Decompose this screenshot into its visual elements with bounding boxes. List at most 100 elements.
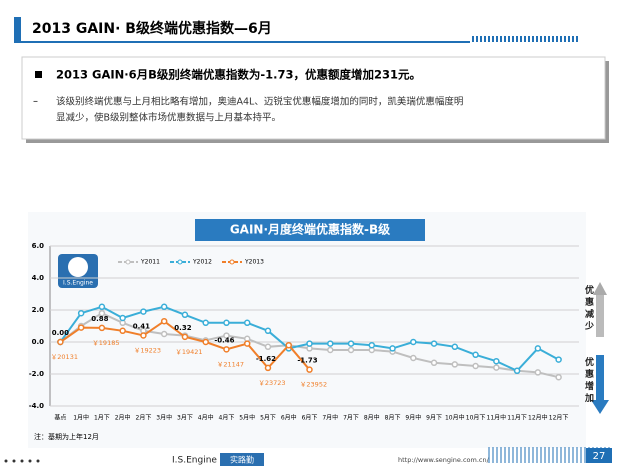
price-label: ￥20131 [51,353,78,361]
point [534,369,542,376]
header-title: 2013 GAIN· B级终端优惠指数—6月 [32,20,272,37]
x-tick-label: 12月下 [549,415,569,422]
summary-box [21,56,606,140]
point [223,346,230,353]
data-label: 0.41 [133,322,150,330]
point [327,340,334,347]
y-tick-label: 6.0 [32,242,45,250]
point [555,373,562,381]
point [57,338,64,346]
point [160,303,168,311]
price-label: ￥19421 [175,348,202,356]
vertical-label: 优惠减少 [584,284,594,332]
price-label: ￥23952 [300,381,327,389]
footer-badge [220,453,264,466]
point [223,332,230,339]
vertical-char: 减 [585,308,594,320]
point [306,366,313,373]
vertical-char: 优 [585,284,594,296]
x-tick-label: 8月中 [364,414,380,422]
point [98,303,106,311]
point [534,345,542,352]
vertical-char: 惠 [585,368,594,380]
legend-label: Y2011 [140,259,160,266]
vertical-char: 加 [584,392,594,404]
legend-marker [229,259,235,265]
point [472,351,479,359]
page-badge [586,448,612,463]
footer-url: http://www.sengine.com.cn/ [398,456,490,464]
summary-detail: 该级别终端优惠与上月相比略有增加，奥迪A4L、迈锐宝优惠幅度增加的同时，凯美瑞优… [56,96,463,108]
page-number: 27 [593,451,606,462]
point [306,340,313,347]
point [493,364,500,371]
point [451,361,459,368]
x-tick-label: 6月下 [302,415,318,422]
point [430,340,438,347]
point [140,308,147,315]
x-tick-label: 4月中 [198,414,214,422]
chart-banner [195,219,425,241]
price-label: ￥19223 [134,346,161,354]
data-label: 0.00 [52,329,69,337]
x-tick-label: 12月中 [528,414,548,422]
point [264,343,272,351]
point [493,357,500,365]
x-tick-label: 7月中 [322,414,338,422]
x-tick-label: 5月下 [260,415,276,422]
point [410,338,417,346]
x-tick-label: 8月下 [385,415,401,422]
logo-globe [68,257,88,277]
x-tick-label: 9月下 [426,415,442,422]
x-tick-label: 11月中 [487,414,507,422]
point [119,314,126,322]
x-tick-label: 10月下 [466,415,486,422]
point [77,309,85,317]
legend-label: Y2013 [244,259,264,266]
x-tick-label: 9月中 [405,414,421,422]
point [430,359,438,367]
point [389,345,396,352]
footer-brand-cn: 实路勤 [230,455,254,465]
up-arrow-head [593,282,607,295]
point [451,343,459,351]
y-tick-label: -4.0 [29,402,44,410]
point [243,340,251,347]
x-tick-label: 10月中 [445,414,465,422]
price-label: ￥23723 [258,379,285,387]
vertical-char: 增 [585,380,594,392]
bullet [35,71,42,78]
header-marker [14,17,21,41]
point [181,333,189,341]
point [160,330,168,338]
chart-note: 注：基期为上年12月 [34,432,99,441]
x-tick-label: 1月下 [94,415,110,422]
data-label: -1.73 [297,357,317,365]
price-label: ￥21147 [217,360,244,368]
point [347,346,355,354]
point [140,332,147,339]
point [243,319,251,327]
x-tick-label: 基点 [54,414,66,422]
point [472,362,479,370]
legend-label: Y2012 [192,259,212,266]
point [223,319,230,327]
legend-marker [177,259,183,265]
down-arrow-head [591,400,609,414]
x-tick-label: 3月中 [156,414,172,422]
footer-brand: I.S.Engine [172,456,217,466]
point [202,319,209,327]
chart-logo: I.S.Engine [63,280,93,287]
x-tick-label: 2月中 [115,414,131,422]
point [77,324,85,331]
point [160,317,168,325]
vertical-char: 惠 [585,296,594,308]
point [347,340,355,347]
x-tick-label: 7月下 [343,415,359,422]
point [368,341,376,349]
data-label: 0.88 [91,315,108,323]
point [327,346,334,354]
down-arrow [596,355,604,400]
point [264,327,272,335]
